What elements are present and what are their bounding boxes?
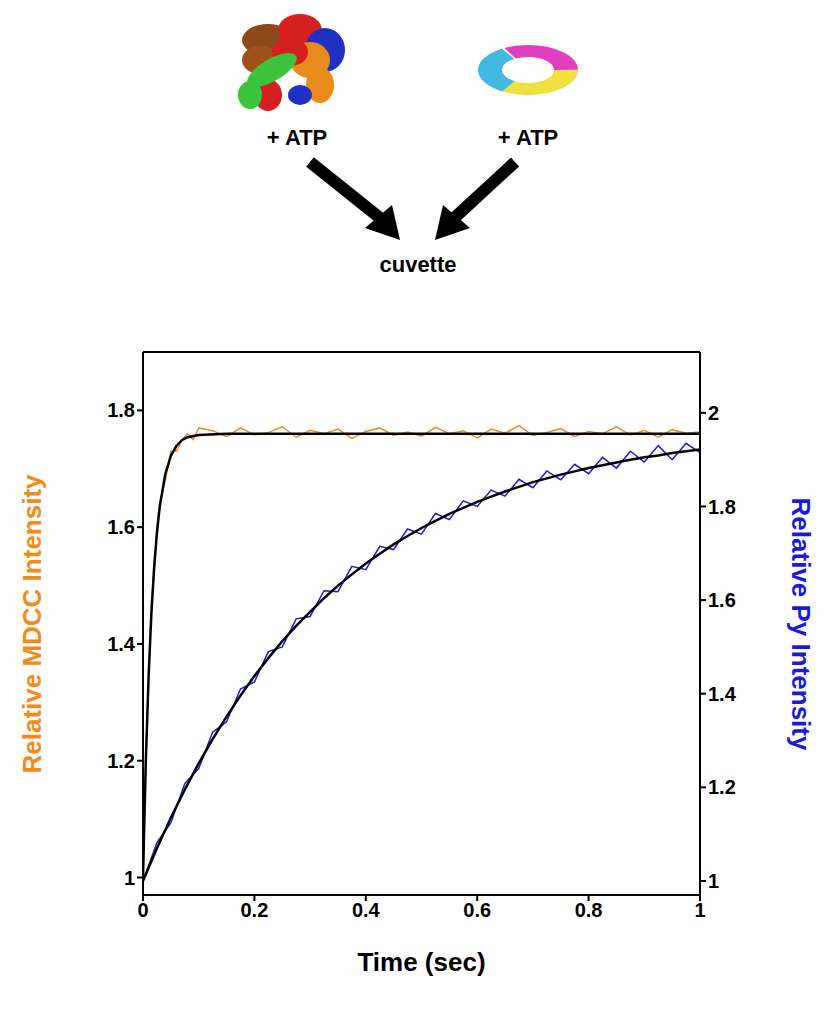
svg-text:+ ATP: + ATP <box>498 125 559 150</box>
svg-text:1.8: 1.8 <box>107 399 135 421</box>
svg-text:0.4: 0.4 <box>352 899 381 921</box>
svg-text:1.8: 1.8 <box>708 496 736 518</box>
svg-text:0: 0 <box>137 899 148 921</box>
svg-text:0.8: 0.8 <box>575 899 603 921</box>
svg-text:1.2: 1.2 <box>708 776 736 798</box>
html-text:Relative Py Intensity: Relative Py Intensity <box>785 497 816 750</box>
svg-text:1.2: 1.2 <box>107 750 135 772</box>
svg-text:1.6: 1.6 <box>708 589 736 611</box>
svg-text:1: 1 <box>694 899 705 921</box>
svg-text:1: 1 <box>124 867 135 889</box>
svg-text:2: 2 <box>708 402 719 424</box>
svg-text:1.4: 1.4 <box>708 683 737 705</box>
svg-text:+ ATP: + ATP <box>267 125 328 150</box>
html-text:Relative MDCC Intensity: Relative MDCC Intensity <box>16 474 47 773</box>
svg-text:1: 1 <box>708 870 719 892</box>
svg-text:cuvette: cuvette <box>379 252 456 277</box>
svg-text:1.6: 1.6 <box>107 516 135 538</box>
html-text:Time (sec): Time (sec) <box>357 946 486 977</box>
svg-text:0.6: 0.6 <box>463 899 491 921</box>
svg-text:1.4: 1.4 <box>107 633 136 655</box>
svg-text:0.2: 0.2 <box>240 899 268 921</box>
